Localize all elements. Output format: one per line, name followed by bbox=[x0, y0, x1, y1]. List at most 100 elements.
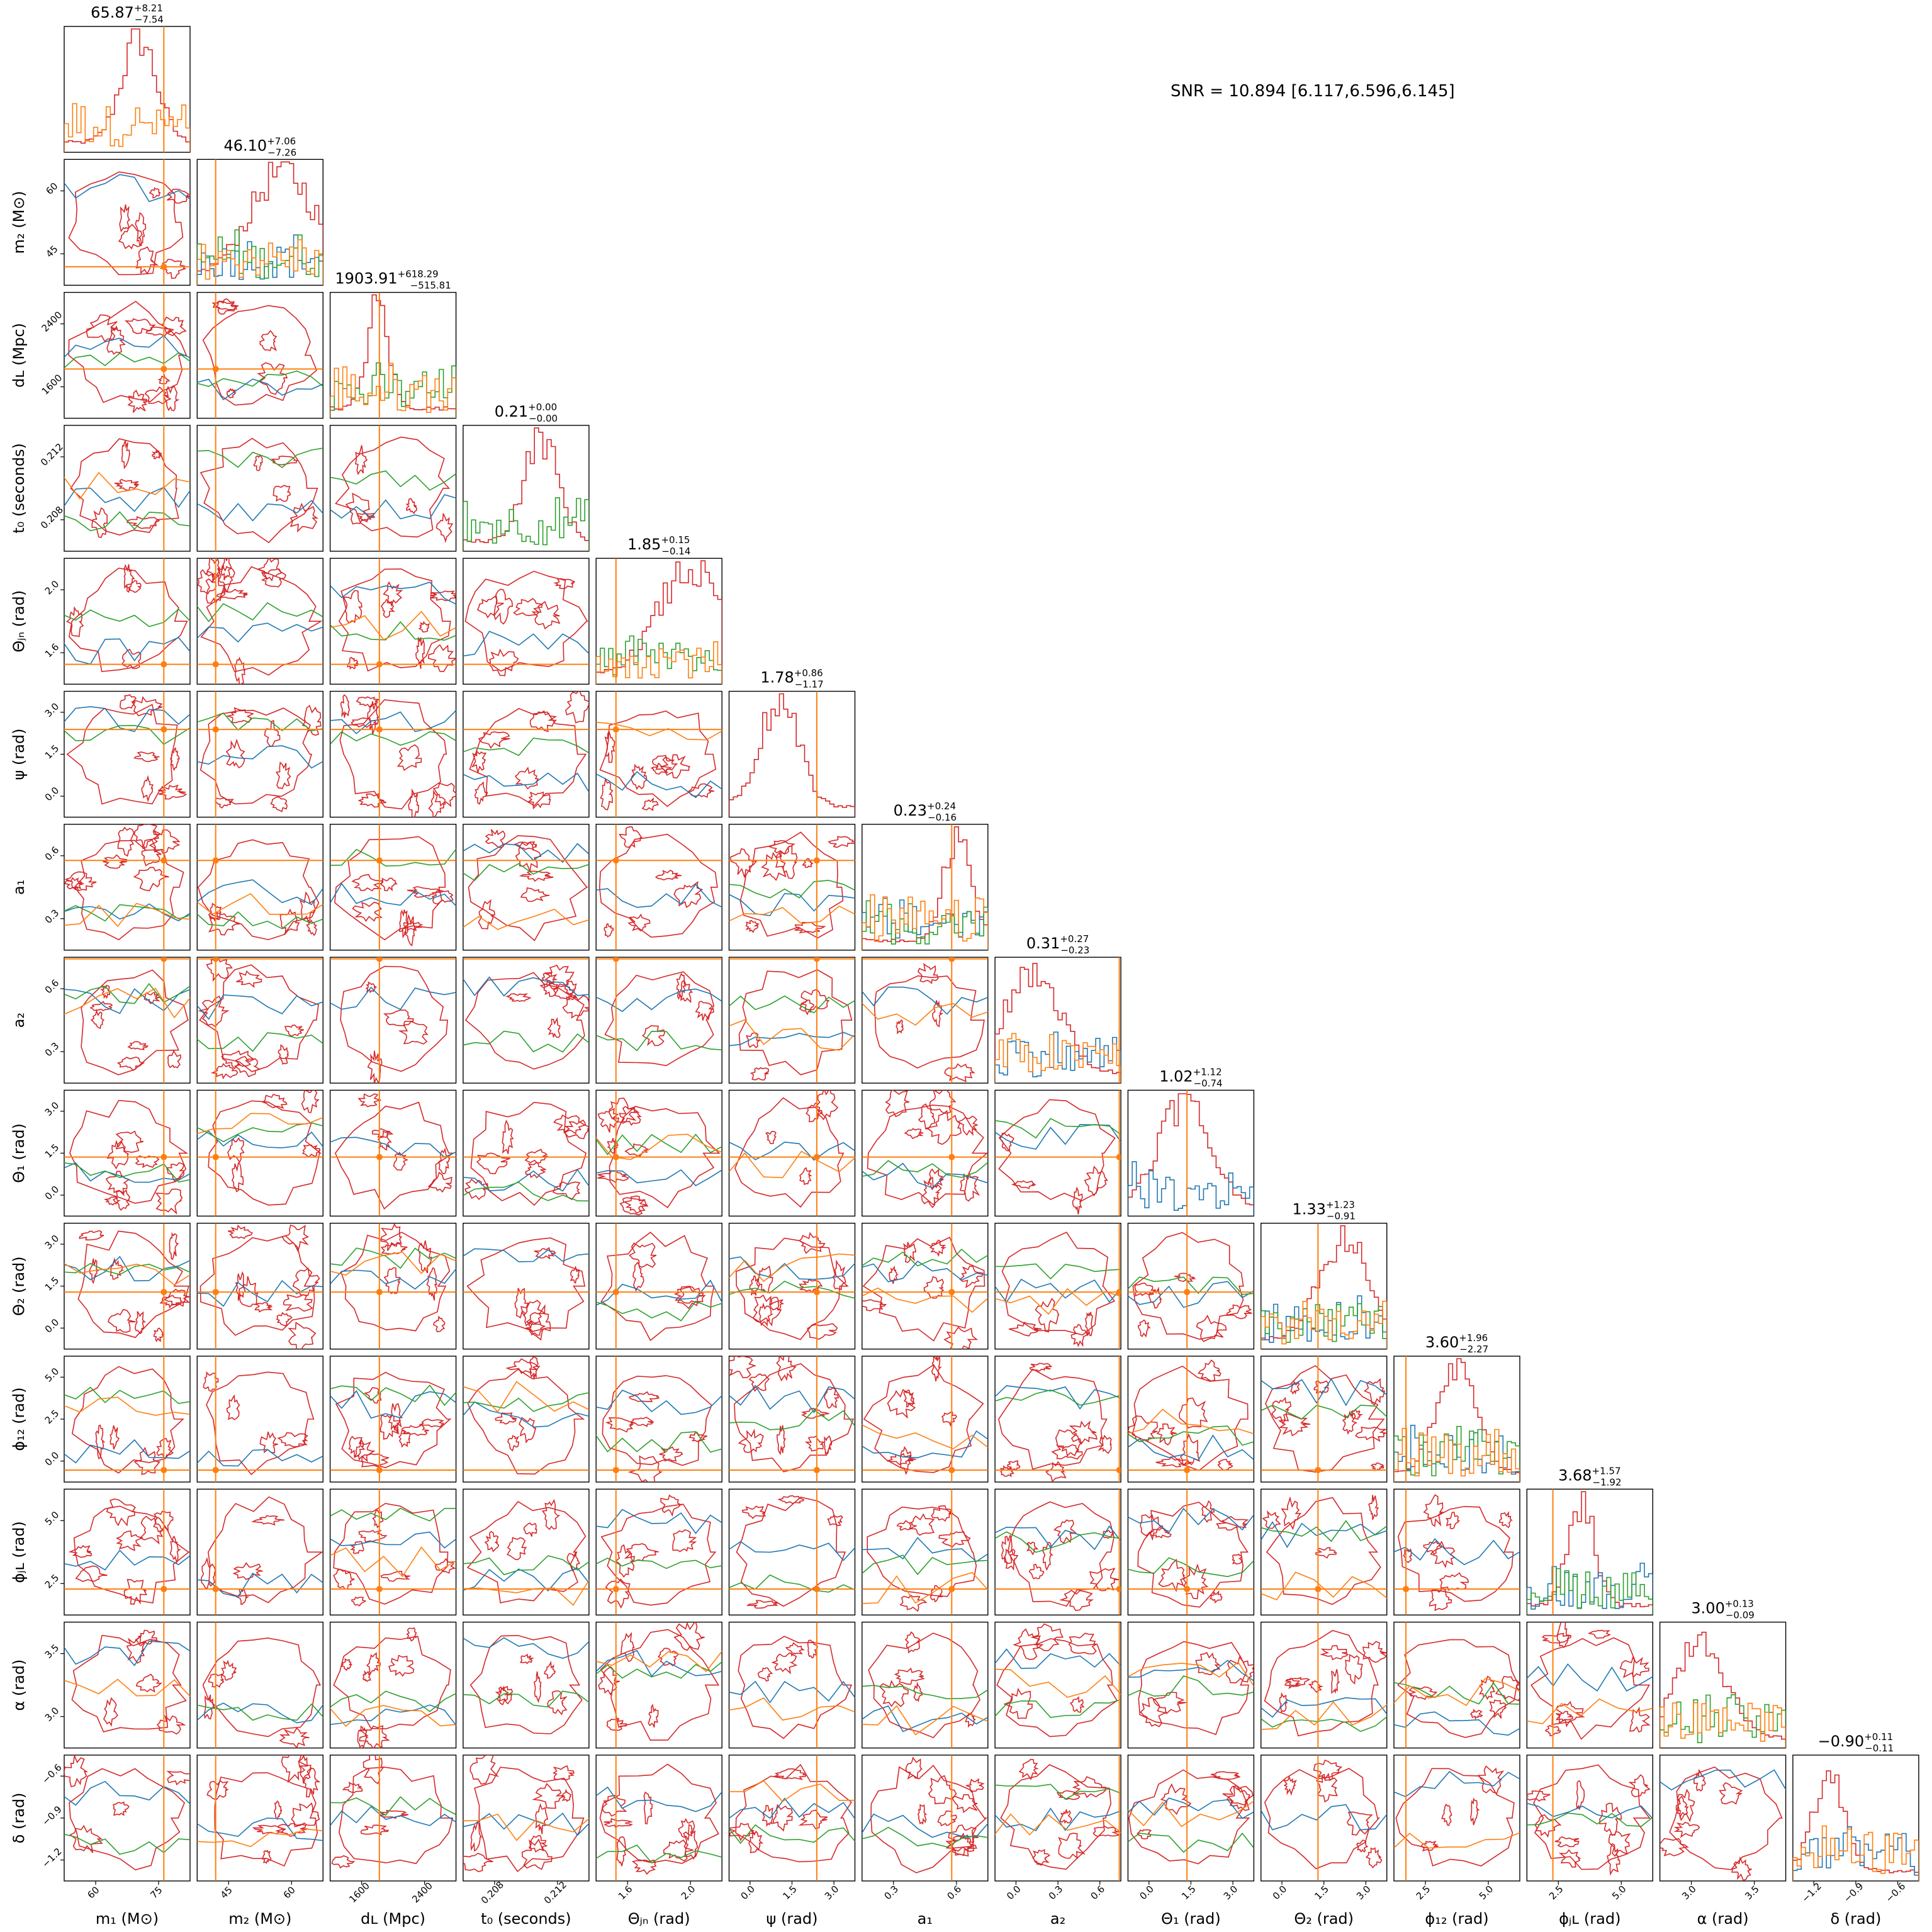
hist-green-phijl bbox=[1527, 1568, 1653, 1615]
contour-blue bbox=[64, 1641, 190, 1666]
contour-red bbox=[198, 569, 217, 595]
contour-red bbox=[1217, 1459, 1233, 1471]
contour-red bbox=[156, 1714, 186, 1735]
contour-red bbox=[383, 1267, 401, 1295]
contour-red-outer bbox=[873, 975, 985, 1069]
contour-panel-t0-th2 bbox=[463, 1222, 590, 1350]
contour-panel-th2-delta bbox=[1260, 1755, 1388, 1882]
ylabel-phijl: ϕⱼʟ (rad) bbox=[10, 1521, 28, 1583]
contour-blue bbox=[995, 1525, 1121, 1551]
contour-panel-m2-psi bbox=[196, 690, 323, 818]
contour-red bbox=[362, 1670, 371, 1682]
contour-orange bbox=[729, 1780, 855, 1802]
contour-red bbox=[1628, 1774, 1651, 1797]
contour-red bbox=[505, 993, 531, 1002]
summary-alpha: 3.00+0.13 −0.09 bbox=[1691, 1598, 1754, 1621]
contour-red bbox=[262, 1094, 288, 1109]
contour-red bbox=[365, 981, 377, 994]
truth-point bbox=[160, 857, 167, 864]
contour-panel-m1-delta bbox=[64, 1755, 191, 1882]
contour-red bbox=[1035, 1298, 1060, 1333]
contour-blue bbox=[330, 494, 456, 520]
contour-red bbox=[357, 1726, 369, 1748]
contour-red bbox=[532, 1782, 565, 1809]
contour-red bbox=[1059, 1809, 1073, 1824]
ytick-label: 1600 bbox=[40, 372, 65, 397]
contour-red bbox=[632, 1261, 644, 1292]
contour-red bbox=[562, 994, 589, 1019]
contour-red bbox=[79, 1230, 104, 1241]
contour-red-outer bbox=[867, 1506, 977, 1597]
hist-panel-th1 bbox=[1127, 1089, 1255, 1217]
contour-red bbox=[541, 972, 558, 989]
contour-red bbox=[432, 1315, 446, 1332]
truth-point bbox=[612, 857, 619, 864]
contour-blue bbox=[1128, 1434, 1254, 1461]
contour-panel-dL-a1 bbox=[329, 824, 457, 951]
contour-panel-m1-alpha bbox=[64, 1621, 191, 1749]
contour-red-outer bbox=[464, 570, 588, 672]
contour-panel-m1-t0 bbox=[64, 425, 191, 552]
xlabel-a1: a₁ bbox=[918, 1910, 933, 1928]
contour-red bbox=[616, 1836, 627, 1867]
contour-orange bbox=[330, 1705, 456, 1727]
hist-orange-dL bbox=[330, 362, 456, 418]
summary-minus: −0.00 bbox=[529, 413, 558, 424]
contour-blue bbox=[729, 1680, 855, 1704]
contour-red bbox=[1051, 1444, 1083, 1460]
contour-red bbox=[123, 564, 135, 593]
contour-panel-a2-delta bbox=[994, 1755, 1121, 1882]
contour-red bbox=[206, 558, 221, 577]
contour-red bbox=[380, 1242, 408, 1255]
contour-green bbox=[995, 1389, 1121, 1406]
contour-red bbox=[117, 826, 135, 857]
contour-red bbox=[807, 1323, 838, 1340]
summary-minus: −0.16 bbox=[928, 812, 957, 823]
contour-red-outer bbox=[202, 1637, 322, 1738]
contour-orange bbox=[1394, 1832, 1520, 1849]
hist-red-phijl bbox=[1527, 1491, 1653, 1615]
summary-minus: −0.91 bbox=[1327, 1211, 1356, 1222]
contour-red bbox=[1155, 1456, 1193, 1468]
contour-red bbox=[758, 1302, 774, 1327]
contour-red bbox=[1619, 1656, 1649, 1678]
contour-red bbox=[161, 316, 187, 337]
contour-red bbox=[89, 1001, 113, 1011]
panel-frame bbox=[64, 1488, 191, 1616]
contour-blue bbox=[995, 1807, 1121, 1832]
contour-orange bbox=[64, 1262, 190, 1286]
contour-red bbox=[478, 731, 510, 749]
contour-panel-dL-alpha bbox=[329, 1621, 457, 1749]
summary-minus: −0.23 bbox=[1060, 945, 1089, 956]
contour-red bbox=[106, 325, 126, 355]
summary-minus: −0.74 bbox=[1194, 1077, 1223, 1089]
contour-red bbox=[155, 1188, 183, 1215]
contour-red bbox=[1128, 1415, 1159, 1442]
contour-red bbox=[800, 1408, 829, 1419]
contour-red bbox=[654, 870, 682, 881]
contour-panel-a1-delta bbox=[862, 1755, 989, 1882]
contour-red bbox=[659, 1446, 683, 1462]
summary-phijl: 3.68+1.57 −1.92 bbox=[1558, 1465, 1621, 1488]
contour-blue bbox=[463, 1637, 589, 1659]
contour-red bbox=[804, 1435, 825, 1452]
contour-red bbox=[745, 919, 760, 933]
panel-frame bbox=[463, 1222, 590, 1350]
ytick-label: 0.208 bbox=[38, 504, 65, 531]
panel-frame bbox=[196, 1089, 323, 1217]
contour-panel-a1-th1 bbox=[862, 1089, 989, 1217]
contour-red bbox=[1315, 1772, 1338, 1803]
contour-red bbox=[774, 1768, 806, 1780]
contour-red bbox=[1156, 1423, 1177, 1446]
contour-red-outer bbox=[467, 1368, 585, 1475]
summary-m1: 65.87+8.21 −7.54 bbox=[91, 3, 164, 25]
contour-red-outer bbox=[77, 1230, 189, 1339]
hist-orange-a1 bbox=[862, 894, 988, 950]
contour-red bbox=[944, 1063, 975, 1082]
contour-red bbox=[114, 478, 139, 491]
contour-red bbox=[302, 1144, 321, 1158]
hist-red-psi bbox=[729, 693, 855, 817]
contour-panel-th1-phijl bbox=[1127, 1488, 1255, 1616]
contour-red bbox=[1030, 1623, 1064, 1651]
contour-red bbox=[427, 1171, 452, 1193]
